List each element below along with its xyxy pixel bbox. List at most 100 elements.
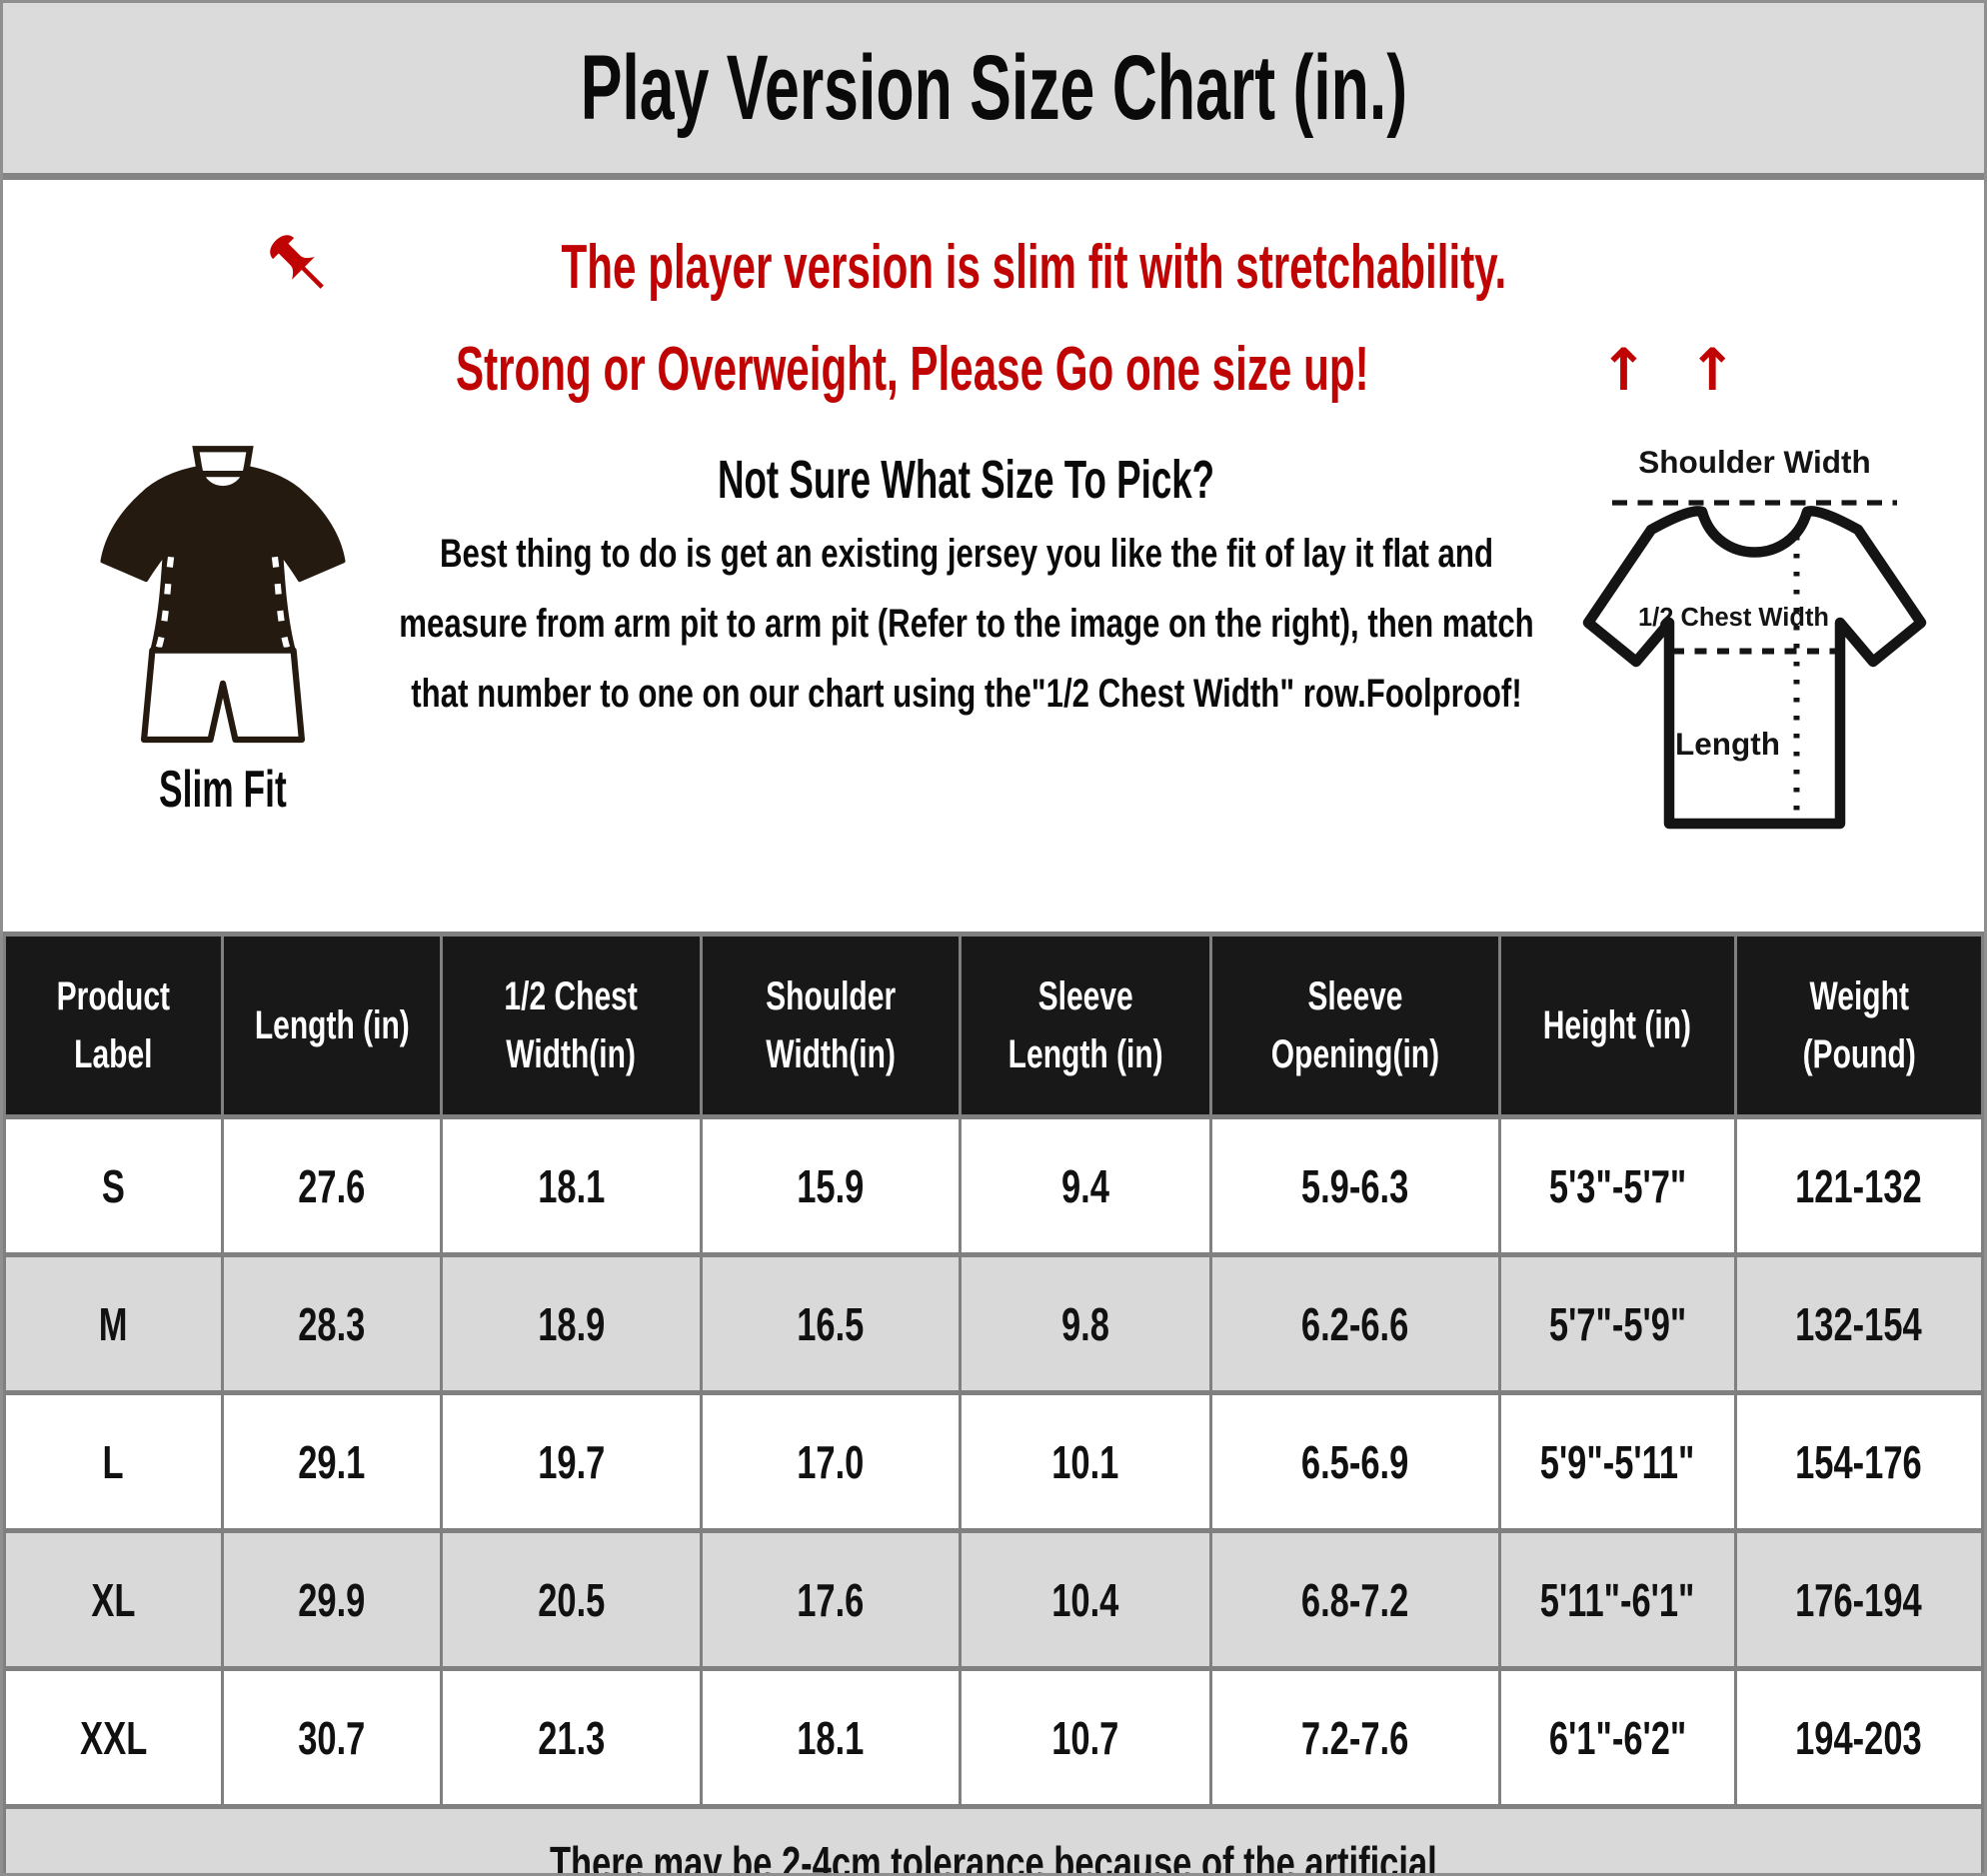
chest-width-label: 1/2 Chest Width bbox=[1637, 604, 1828, 632]
header-text: Sleeve Opening(in) bbox=[1270, 974, 1440, 1076]
up-arrows-icon: ↑ ↑ bbox=[1599, 336, 1747, 404]
cell-text: 194-203 bbox=[1795, 1711, 1923, 1764]
cell-text: 28.3 bbox=[298, 1297, 366, 1350]
cell-text: 10.7 bbox=[1051, 1711, 1119, 1764]
header-product-label: Product Label bbox=[3, 932, 224, 1119]
cell-text: 6.5-6.9 bbox=[1301, 1435, 1409, 1488]
guide-heading-wrap: Not Sure What Size To Pick? bbox=[388, 449, 1544, 511]
measurement-diagram-block: Shoulder Width 1/2 Chest Width Length bbox=[1544, 435, 1964, 877]
cell-text: 5.9-6.3 bbox=[1301, 1159, 1409, 1212]
cell-text: 18.1 bbox=[797, 1711, 865, 1764]
table-cell: 10.1 bbox=[958, 1390, 1213, 1533]
table-cell: 18.9 bbox=[440, 1252, 703, 1395]
cell-text: 5'11"-6'1" bbox=[1539, 1573, 1695, 1626]
page-title: Play Version Size Chart (in.) bbox=[580, 36, 1407, 139]
size-table-body: S 27.6 18.1 15.9 9.4 5.9-6.3 5'3"-5'7" 1… bbox=[3, 1114, 1984, 1809]
table-cell: 29.9 bbox=[220, 1528, 444, 1671]
cell-text: 16.5 bbox=[797, 1297, 865, 1350]
table-cell: 5.9-6.3 bbox=[1209, 1114, 1502, 1257]
cell-text: 9.4 bbox=[1060, 1159, 1109, 1212]
slim-fit-figure-icon bbox=[100, 446, 346, 744]
footer-row: There may be 2-4cm tolerance because of … bbox=[3, 1804, 1984, 1876]
cell-text: 21.3 bbox=[537, 1711, 606, 1764]
notice-line-2: Strong or Overweight, Please Go one size… bbox=[3, 334, 1984, 405]
header-weight: Weight (Pound) bbox=[1733, 932, 1984, 1119]
content-section: The player version is slim fit with stre… bbox=[3, 224, 1984, 932]
size-table-header: Product Label Length (in) 1/2 Chest Widt… bbox=[3, 932, 1984, 1119]
cell-text: 5'3"-5'7" bbox=[1548, 1159, 1686, 1212]
header-text: Sleeve Length (in) bbox=[1007, 974, 1163, 1076]
table-cell: 20.5 bbox=[440, 1528, 703, 1671]
table-cell: 16.5 bbox=[699, 1252, 962, 1395]
header-text: Height (in) bbox=[1543, 1003, 1692, 1047]
size-table-footer: There may be 2-4cm tolerance because of … bbox=[3, 1804, 1984, 1876]
table-cell: 15.9 bbox=[699, 1114, 962, 1257]
cell-text: 6.2-6.6 bbox=[1301, 1297, 1409, 1350]
cell-text: 10.1 bbox=[1051, 1435, 1119, 1488]
tshirt-outline bbox=[1582, 506, 1926, 830]
header-text: Shoulder Width(in) bbox=[765, 974, 896, 1076]
table-cell: XL bbox=[3, 1528, 224, 1671]
header-text: Product Label bbox=[56, 974, 171, 1076]
header-sleeve-opening: Sleeve Opening(in) bbox=[1209, 932, 1502, 1119]
table-cell: 6.2-6.6 bbox=[1209, 1252, 1502, 1395]
table-cell: 10.7 bbox=[958, 1666, 1213, 1809]
header-height: Height (in) bbox=[1498, 932, 1737, 1119]
table-cell: XXL bbox=[3, 1666, 224, 1809]
cell-text: 10.4 bbox=[1051, 1573, 1119, 1626]
table-cell: 30.7 bbox=[220, 1666, 444, 1809]
header-text: Length (in) bbox=[254, 1003, 410, 1047]
cell-text: XL bbox=[91, 1573, 136, 1626]
header-half-chest-width: 1/2 Chest Width(in) bbox=[440, 932, 703, 1119]
cell-text: 5'7"-5'9" bbox=[1548, 1297, 1686, 1350]
table-cell: 121-132 bbox=[1733, 1114, 1984, 1257]
table-row-xxl: XXL 30.7 21.3 18.1 10.7 7.2-7.6 6'1"-6'2… bbox=[3, 1666, 1984, 1809]
table-cell: 194-203 bbox=[1733, 1666, 1984, 1809]
slim-fit-label: Slim Fit bbox=[159, 760, 287, 819]
table-cell: 18.1 bbox=[699, 1666, 962, 1809]
cell-text: 9.8 bbox=[1060, 1297, 1109, 1350]
cell-text: 19.7 bbox=[537, 1435, 606, 1488]
notice-text-1: The player version is slim fit with stre… bbox=[561, 233, 1506, 302]
size-table: Product Label Length (in) 1/2 Chest Widt… bbox=[3, 932, 1984, 1876]
cell-text: L bbox=[102, 1435, 124, 1488]
table-cell: 5'3"-5'7" bbox=[1498, 1114, 1737, 1257]
table-cell: 9.8 bbox=[958, 1252, 1213, 1395]
cell-text: 7.2-7.6 bbox=[1301, 1711, 1409, 1764]
cell-text: 29.1 bbox=[298, 1435, 366, 1488]
table-cell: 21.3 bbox=[440, 1666, 703, 1809]
info-row: Slim Fit Not Sure What Size To Pick? Bes… bbox=[3, 435, 1984, 877]
header-length: Length (in) bbox=[220, 932, 444, 1119]
table-cell: 6'1"-6'2" bbox=[1498, 1666, 1737, 1809]
cell-text: 121-132 bbox=[1795, 1159, 1923, 1212]
table-cell: 17.0 bbox=[699, 1390, 962, 1533]
cell-text: 6.8-7.2 bbox=[1301, 1573, 1409, 1626]
header-text: 1/2 Chest Width(in) bbox=[504, 974, 639, 1076]
table-cell: M bbox=[3, 1252, 224, 1395]
cell-text: 17.6 bbox=[797, 1573, 865, 1626]
table-row-xl: XL 29.9 20.5 17.6 10.4 6.8-7.2 5'11"-6'1… bbox=[3, 1528, 1984, 1671]
cell-text: S bbox=[101, 1159, 125, 1212]
cell-text: 20.5 bbox=[537, 1573, 606, 1626]
slim-fit-block: Slim Fit bbox=[58, 435, 388, 820]
table-cell: 28.3 bbox=[220, 1252, 444, 1395]
table-cell: 5'7"-5'9" bbox=[1498, 1252, 1737, 1395]
tolerance-note: There may be 2-4cm tolerance because of … bbox=[550, 1837, 1437, 1876]
table-cell: 154-176 bbox=[1733, 1390, 1984, 1533]
header-row: Product Label Length (in) 1/2 Chest Widt… bbox=[3, 932, 1984, 1119]
cell-text: 30.7 bbox=[298, 1711, 366, 1764]
cell-text: M bbox=[98, 1297, 128, 1350]
tolerance-note-cell: There may be 2-4cm tolerance because of … bbox=[3, 1804, 1984, 1876]
table-cell: 18.1 bbox=[440, 1114, 703, 1257]
table-cell: 176-194 bbox=[1733, 1528, 1984, 1671]
shoulder-width-label: Shoulder Width bbox=[1638, 444, 1870, 480]
guide-body-text: Best thing to do is get an existing jers… bbox=[398, 532, 1534, 717]
size-guide-block: Not Sure What Size To Pick? Best thing t… bbox=[388, 435, 1544, 729]
table-cell: 9.4 bbox=[958, 1114, 1213, 1257]
cell-text: 176-194 bbox=[1795, 1573, 1923, 1626]
cell-text: 27.6 bbox=[298, 1159, 366, 1212]
cell-text: 17.0 bbox=[797, 1435, 865, 1488]
notice-line-1: The player version is slim fit with stre… bbox=[3, 224, 1984, 304]
table-row-s: S 27.6 18.1 15.9 9.4 5.9-6.3 5'3"-5'7" 1… bbox=[3, 1114, 1984, 1257]
